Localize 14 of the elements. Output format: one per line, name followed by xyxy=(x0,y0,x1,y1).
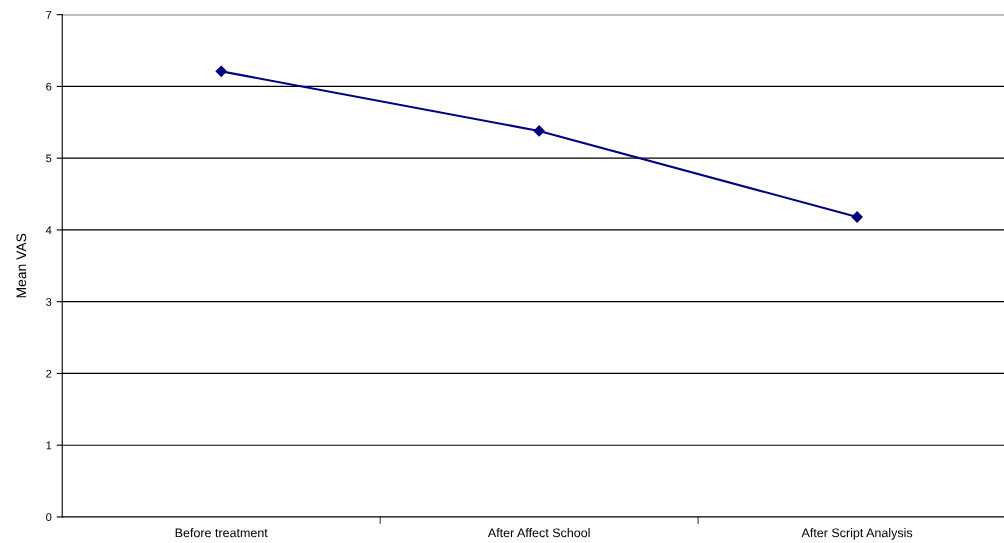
x-tick-label: Before treatment xyxy=(175,528,268,538)
y-axis-title: Mean VAS xyxy=(16,233,27,298)
point xyxy=(533,125,545,137)
y-tick-label: 0 xyxy=(46,513,52,522)
x-tick-label: After Script Analysis xyxy=(801,528,913,540)
y-tick-label: 3 xyxy=(46,297,52,306)
x-tick-label: After Affect School xyxy=(487,528,590,538)
y-tick-label: 6 xyxy=(46,82,52,91)
point xyxy=(215,65,227,77)
y-tick-label: 4 xyxy=(45,226,52,234)
y-tick-label: 1 xyxy=(46,441,52,450)
y-tick-label: 2 xyxy=(46,369,52,378)
y-tick-label: 7 xyxy=(46,11,52,19)
y-tick-label: 5 xyxy=(46,154,52,163)
